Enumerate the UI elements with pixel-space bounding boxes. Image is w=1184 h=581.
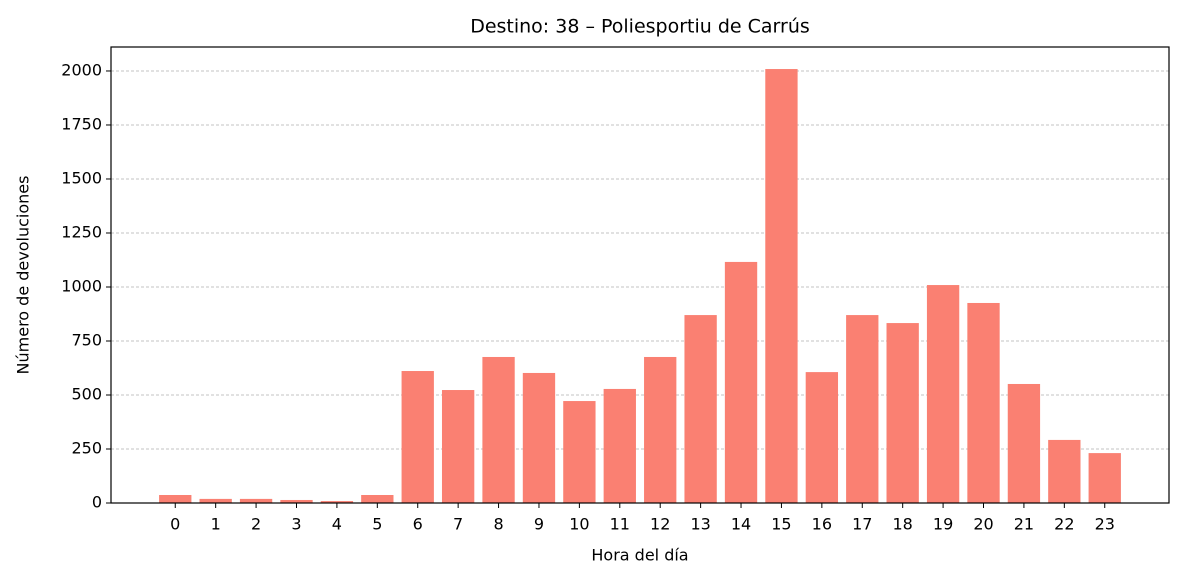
x-axis-label: Hora del día	[591, 546, 688, 565]
y-tick-label: 500	[71, 384, 102, 403]
x-tick-label: 16	[812, 515, 832, 534]
y-tick-label: 1000	[61, 276, 102, 295]
bar	[482, 356, 515, 503]
x-tick-label: 20	[973, 515, 993, 534]
bar	[522, 372, 556, 503]
x-tick-label: 9	[534, 515, 544, 534]
bar	[441, 390, 475, 503]
x-tick-label: 6	[413, 515, 423, 534]
x-tick-label: 17	[852, 515, 872, 534]
x-tick-label: 10	[569, 515, 589, 534]
x-tick-label: 18	[893, 515, 913, 534]
chart-title: Destino: 38 – Poliesportiu de Carrús	[470, 16, 810, 38]
x-tick-label: 5	[372, 515, 382, 534]
x-tick-label: 15	[771, 515, 791, 534]
x-tick-label: 8	[493, 515, 503, 534]
plot-frame	[110, 46, 1170, 504]
x-tick-label: 14	[731, 515, 751, 534]
x-tick-label: 7	[453, 515, 463, 534]
bar	[239, 498, 273, 503]
y-tick-label: 250	[71, 438, 102, 457]
x-tick-label: 13	[690, 515, 710, 534]
bar	[1007, 383, 1041, 503]
y-tick-label: 0	[92, 493, 102, 512]
y-axis-label: Número de devoluciones	[14, 176, 33, 375]
bar	[361, 495, 394, 503]
bar	[1088, 453, 1121, 503]
x-tick-label: 23	[1095, 515, 1115, 534]
y-tick-label: 2000	[61, 60, 102, 79]
y-tick-label: 1250	[61, 222, 102, 241]
bar	[724, 261, 758, 503]
bar	[401, 371, 434, 503]
x-tick-label: 0	[170, 515, 180, 534]
bar	[644, 356, 677, 503]
x-tick-label: 11	[610, 515, 630, 534]
bar	[199, 498, 232, 503]
bar	[805, 372, 839, 503]
bar	[1048, 439, 1081, 503]
x-tick-label: 1	[211, 515, 221, 534]
y-tick-label: 1500	[61, 168, 102, 187]
bar	[280, 499, 313, 503]
x-tick-label: 19	[933, 515, 953, 534]
bar	[926, 285, 960, 503]
bar	[967, 302, 1000, 503]
bar	[563, 401, 596, 503]
x-tick-label: 21	[1014, 515, 1034, 534]
x-tick-label: 3	[291, 515, 301, 534]
x-tick-label: 2	[251, 515, 261, 534]
bar	[765, 69, 798, 504]
bar	[603, 388, 636, 503]
x-tick-label: 4	[332, 515, 342, 534]
bar	[159, 495, 192, 503]
x-tick-label: 12	[650, 515, 670, 534]
y-tick-label: 750	[71, 330, 102, 349]
bar	[684, 315, 717, 503]
x-tick-label: 22	[1054, 515, 1074, 534]
y-tick-label: 1750	[61, 114, 102, 133]
bar	[886, 323, 919, 503]
bar	[320, 501, 354, 503]
bar	[846, 315, 879, 503]
